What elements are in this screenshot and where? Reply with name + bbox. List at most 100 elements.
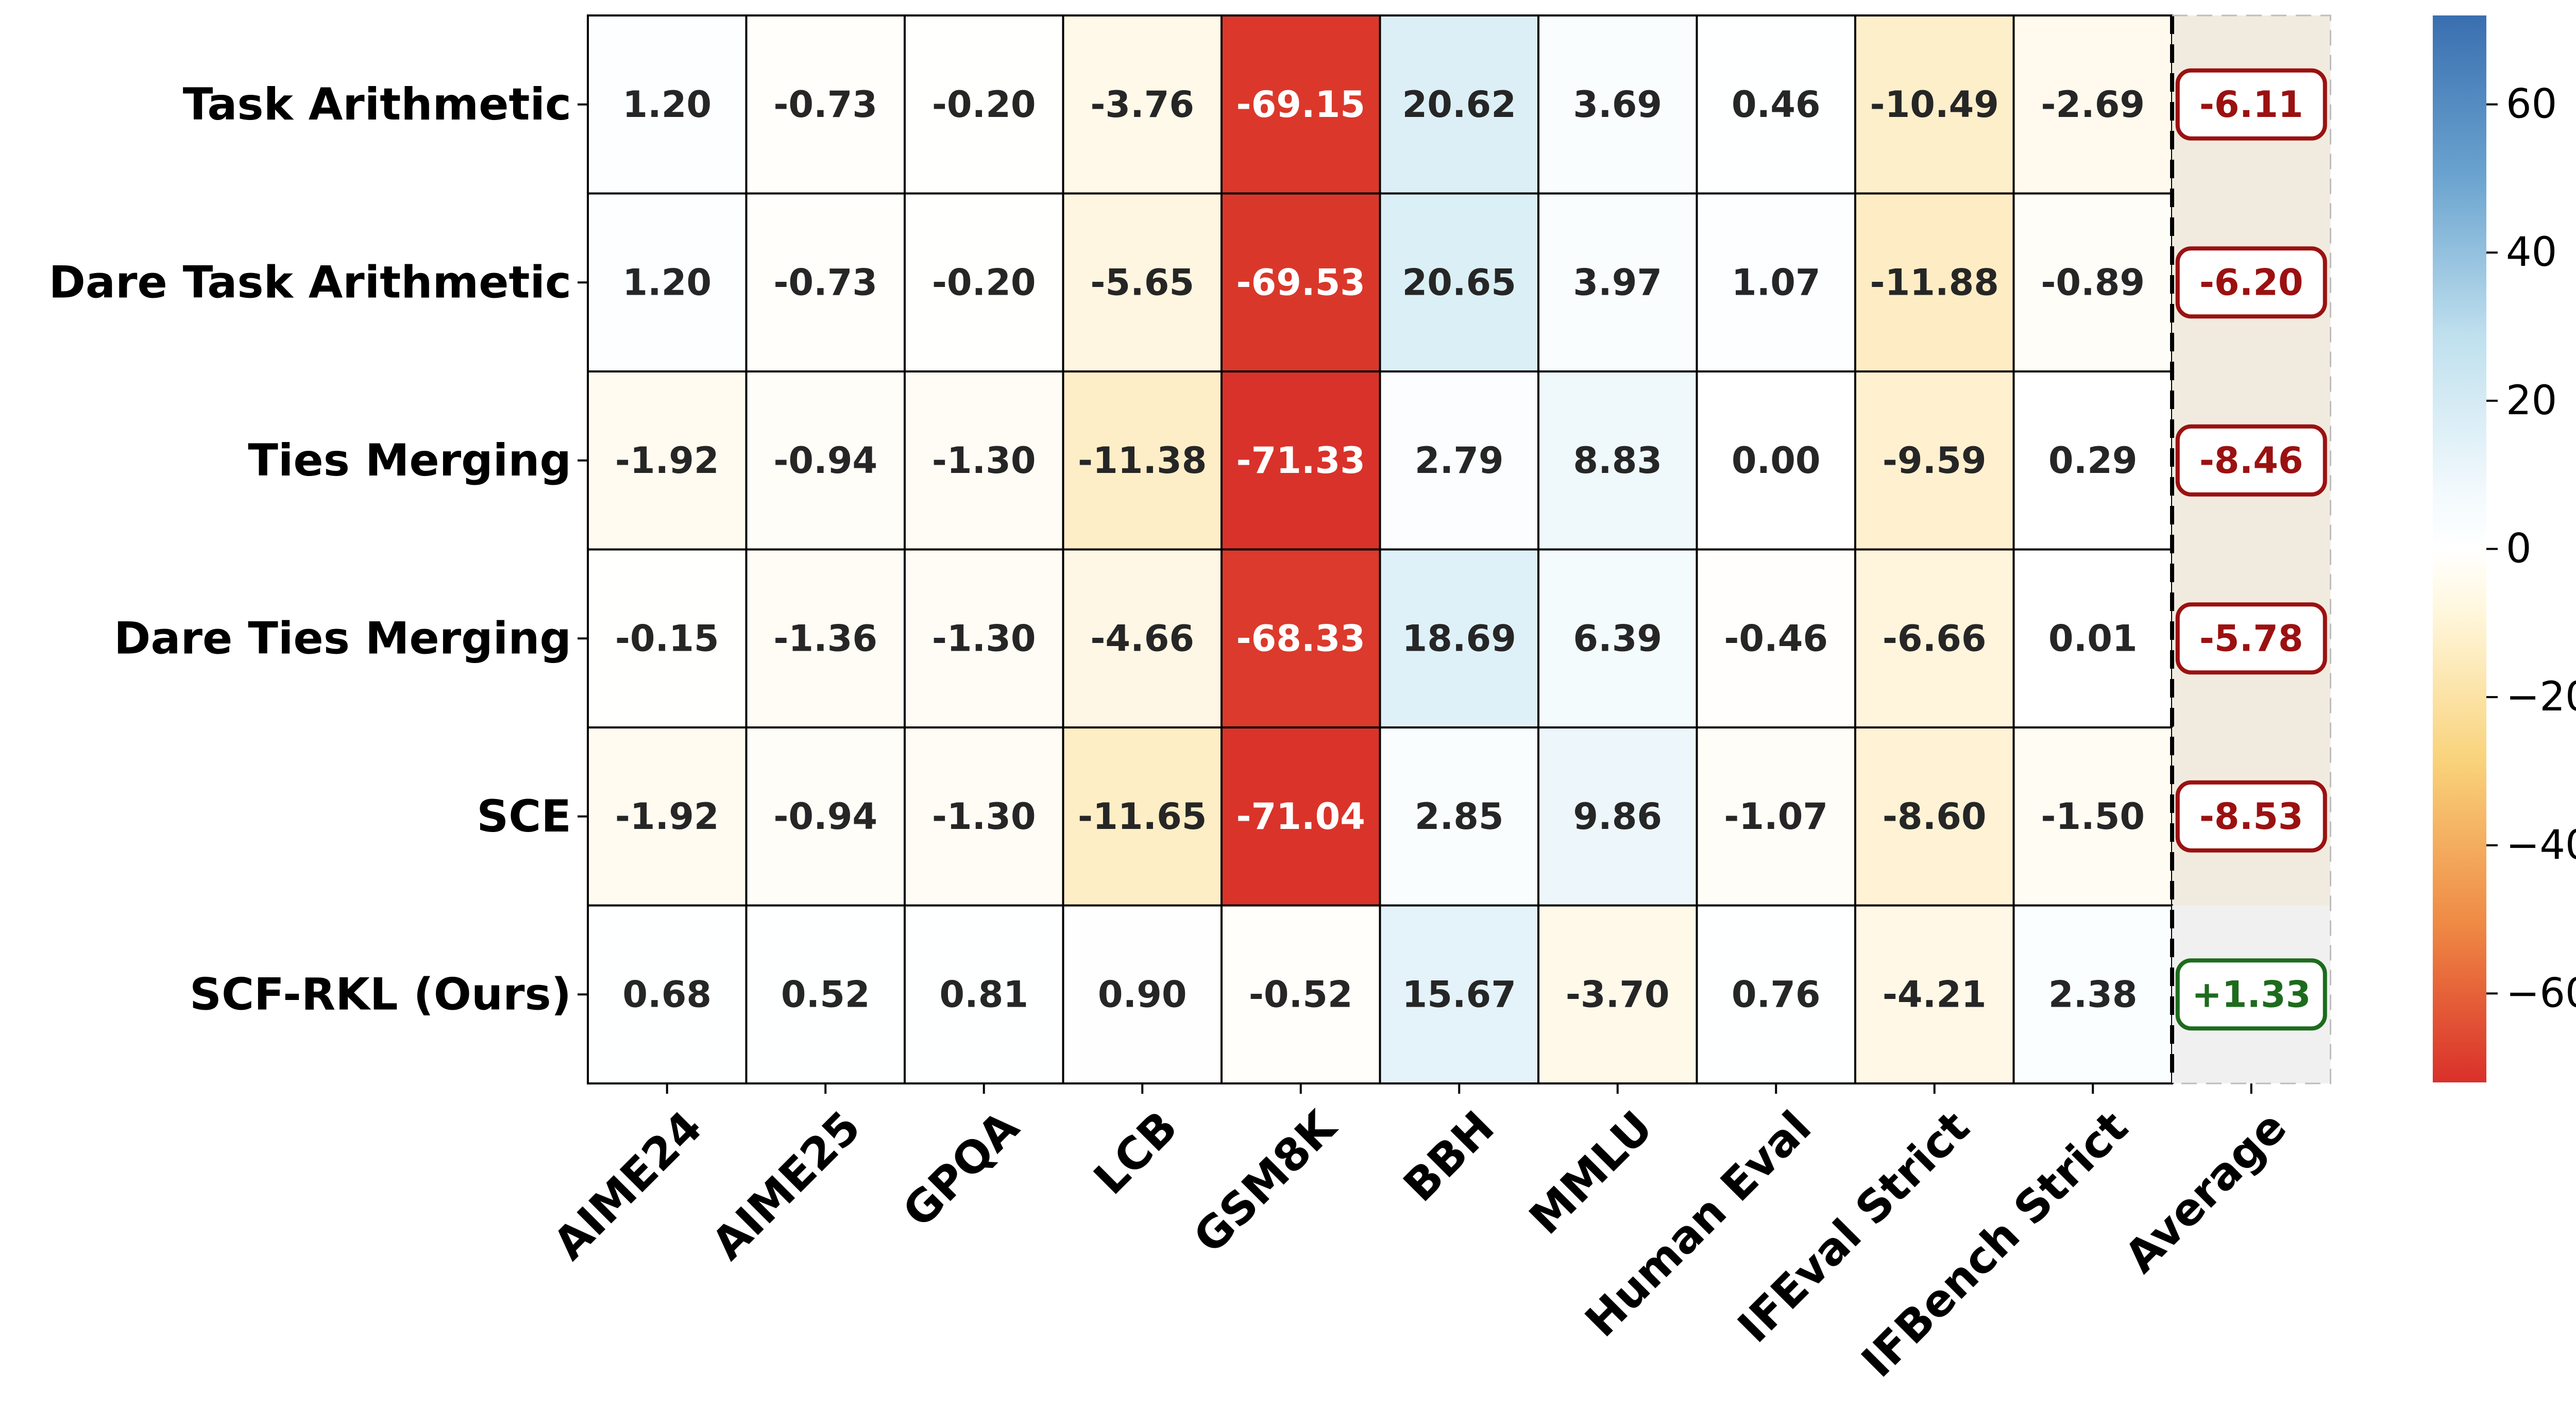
column-label: GPQA [893, 1101, 1029, 1237]
cell-value-label: 0.52 [781, 973, 870, 1015]
heatmap-cell [745, 192, 906, 372]
cell-value-label: -4.21 [1883, 973, 1987, 1015]
heatmap-cell [1221, 904, 1381, 1084]
average-badge [2175, 958, 2327, 1031]
colorbar-tick-label: 40 [2506, 229, 2557, 276]
heatmap-cell [1854, 548, 2015, 728]
heatmap-cell [2012, 548, 2173, 728]
cell-value-label: -1.30 [932, 439, 1036, 482]
heatmap-cell [2012, 14, 2173, 195]
heatmap-cell [1379, 370, 1539, 551]
cell-value-label: -1.07 [1724, 795, 1828, 838]
heatmap-cell [587, 14, 748, 195]
heatmap-cell [1696, 548, 1856, 728]
average-value-label: -5.78 [2199, 617, 2303, 659]
heatmap-cell [745, 904, 906, 1084]
heatmap-cells: 1.20 -0.73 -0.20 -3.76 -69.15 20.62 3.69 0.46 -1… [587, 14, 2331, 1084]
cell-value-label: -0.89 [2041, 261, 2145, 303]
colorbar-tick-label: −60 [2506, 970, 2576, 1016]
cell-value-label: 18.69 [1402, 617, 1516, 659]
heatmap-cell [2012, 904, 2173, 1084]
heatmap-cell [1221, 548, 1381, 728]
cell-value-label: 0.00 [1732, 439, 1821, 482]
colorbar-tick-label: 60 [2506, 81, 2557, 128]
cell-value-label: 2.79 [1415, 439, 1504, 482]
heatmap-cell [1696, 14, 1856, 195]
heatmap-cell [745, 548, 906, 728]
cell-value-label: 0.29 [2048, 439, 2138, 482]
row-label: SCF-RKL (Ours) [190, 969, 571, 1020]
heatmap-cell [1537, 904, 1698, 1084]
cell-value-label: -2.69 [2041, 83, 2145, 126]
heatmap-cell [587, 726, 748, 907]
average-value-label: +1.33 [2192, 973, 2311, 1015]
cell-value-label: 3.97 [1573, 261, 1662, 303]
heatmap-cell [1379, 14, 1539, 195]
heatmap-cell [1062, 192, 1223, 372]
column-label: AIME25 [702, 1101, 871, 1270]
heatmap-cell [904, 192, 1064, 372]
heatmap-cell [1221, 14, 1381, 195]
cell-value-label: -0.94 [773, 439, 877, 482]
heatmap-cell [1696, 726, 1856, 907]
cell-value-label: 8.83 [1573, 439, 1662, 482]
cell-value-label: 20.65 [1402, 261, 1516, 303]
heatmap-cell [1062, 726, 1223, 907]
average-value-label: -6.11 [2199, 83, 2303, 126]
heatmap-cell [1854, 904, 2015, 1084]
heatmap-cell [1854, 370, 2015, 551]
cell-value-label: 15.67 [1402, 973, 1516, 1015]
heatmap-cell [745, 370, 906, 551]
average-outline [2172, 14, 2331, 1084]
cell-value-label: -1.30 [932, 795, 1036, 838]
average-badge [2175, 68, 2327, 141]
heatmap-cell [587, 548, 748, 728]
cell-value-label: -0.15 [615, 617, 719, 659]
row-label: Ties Merging [248, 435, 571, 486]
cell-value-label: -1.92 [615, 795, 719, 838]
cell-value-label: -0.20 [932, 83, 1036, 126]
cell-value-label: 9.86 [1573, 795, 1662, 838]
cell-value-label: -0.73 [773, 261, 877, 303]
heatmap-cell [1379, 548, 1539, 728]
cell-value-label: 3.69 [1573, 83, 1662, 126]
cell-value-label: -1.50 [2041, 795, 2145, 838]
column-label: AIME24 [544, 1101, 712, 1270]
heatmap-cell [904, 14, 1064, 195]
heatmap-cell [587, 192, 748, 372]
heatmap-cell [2012, 726, 2173, 907]
average-value-label: -8.53 [2199, 795, 2303, 838]
column-label: Average [2115, 1101, 2296, 1283]
cell-value-label: -11.65 [1078, 795, 1207, 838]
cell-value-label: 0.90 [1098, 973, 1187, 1015]
cell-value-label: -6.66 [1883, 617, 1987, 659]
row-label: Dare Ties Merging [114, 613, 571, 664]
cell-value-label: -0.52 [1249, 973, 1353, 1015]
cell-value-label: 2.38 [2048, 973, 2138, 1015]
cell-value-label: -0.94 [773, 795, 877, 838]
colorbar: 60 40 20 0 −20 −40 −60 [2433, 15, 2576, 1082]
cell-value-label: -0.73 [773, 83, 877, 126]
cell-value-label: -4.66 [1090, 617, 1194, 659]
cell-value-label: -0.20 [932, 261, 1036, 303]
row-label: Dare Task Arithmetic [49, 257, 571, 308]
heatmap-cell [1221, 726, 1381, 907]
cell-value-label: 6.39 [1573, 617, 1662, 659]
heatmap-cell [1696, 904, 1856, 1084]
cell-value-label: -71.04 [1236, 795, 1365, 838]
cell-value-label: 1.20 [622, 261, 711, 303]
cell-value-label: -9.59 [1883, 439, 1987, 482]
heatmap-cell [1379, 904, 1539, 1084]
column-label: IFBench Strict [1852, 1101, 2138, 1387]
cell-value-label: -3.70 [1566, 973, 1670, 1015]
cell-value-label: 1.20 [622, 83, 711, 126]
colorbar-tick-label: 0 [2506, 526, 2532, 572]
row-labels: Task Arithmetic Dare Task Arithmetic Ties … [49, 79, 588, 1020]
row-label: SCE [477, 791, 571, 842]
average-value-label: -8.46 [2199, 439, 2303, 482]
cell-value-label: -3.76 [1090, 83, 1194, 126]
heatmap-cell [1854, 726, 2015, 907]
cell-value-label: -10.49 [1870, 83, 1999, 126]
